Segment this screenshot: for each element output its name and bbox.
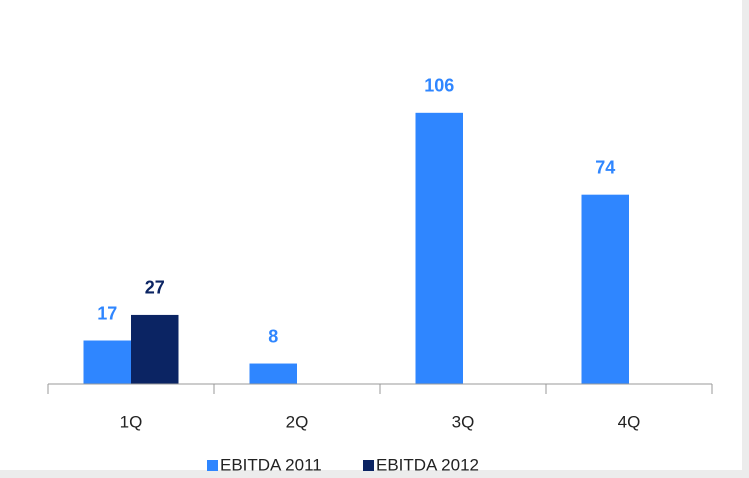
chart-background <box>0 0 742 470</box>
x-tick-label: 3Q <box>452 412 475 431</box>
legend-swatch <box>363 460 374 471</box>
bar <box>131 314 179 384</box>
legend-label: EBITDA 2012 <box>376 455 479 474</box>
bar <box>83 340 131 384</box>
value-label: 106 <box>424 76 454 96</box>
bar <box>415 112 463 385</box>
value-label: 8 <box>268 326 278 346</box>
x-tick-label: 2Q <box>286 412 309 431</box>
value-label: 17 <box>97 303 117 323</box>
value-label: 27 <box>145 278 165 298</box>
x-tick-label: 1Q <box>120 412 143 431</box>
legend-label: EBITDA 2011 <box>220 455 322 474</box>
bar <box>581 194 629 384</box>
x-tick-label: 4Q <box>618 412 641 431</box>
value-label: 74 <box>595 157 615 177</box>
legend-swatch <box>207 460 218 471</box>
bar <box>249 363 297 384</box>
